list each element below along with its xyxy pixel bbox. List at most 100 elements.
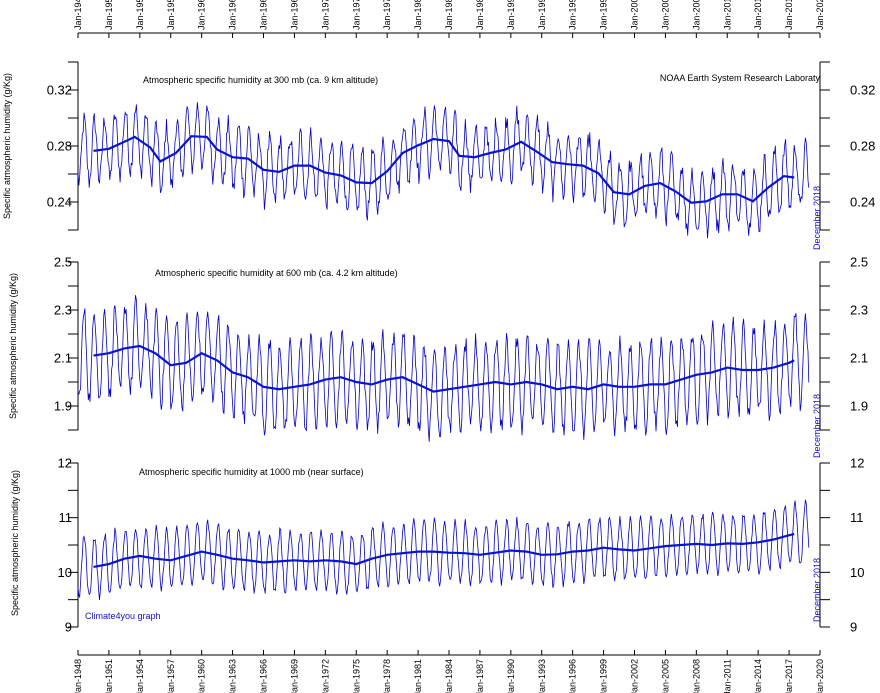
x-tick-label-bottom: Jan-2005 bbox=[660, 659, 670, 693]
x-tick-label-bottom: Jan-1990 bbox=[506, 659, 516, 693]
date-stamp-1000mb: December 2018 bbox=[812, 558, 822, 622]
x-tick-label-top: Jan-1975 bbox=[351, 0, 361, 30]
x-tick-label-bottom: Jan-1999 bbox=[599, 659, 609, 693]
y-tick-label-right: 9 bbox=[850, 620, 857, 635]
x-tick-label-bottom: Jan-1996 bbox=[568, 659, 578, 693]
x-tick-label-bottom: Jan-2017 bbox=[784, 659, 794, 693]
x-tick-label-top: Jan-1990 bbox=[506, 0, 516, 30]
y-tick-label-right: 2.1 bbox=[850, 351, 868, 366]
x-tick-label-bottom: Jan-1972 bbox=[320, 659, 330, 693]
y-tick-label-left: 10 bbox=[58, 565, 72, 580]
y-tick-label-left: 0.32 bbox=[47, 83, 72, 98]
x-tick-label-top: Jan-1954 bbox=[135, 0, 145, 30]
y-axis-right-300mb: 0.24 0.28 0.32 bbox=[819, 61, 875, 231]
x-tick-label-bottom: Jan-1960 bbox=[197, 659, 207, 693]
panel-title-300mb: Atmospheric specific humidity at 300 mb … bbox=[143, 75, 378, 85]
x-tick-label-bottom: Jan-1966 bbox=[259, 659, 269, 693]
x-tick-label-bottom: Jan-2011 bbox=[722, 659, 732, 693]
x-tick-label-bottom: Jan-1987 bbox=[475, 659, 485, 693]
x-tick-label-bottom: Jan-2020 bbox=[815, 659, 825, 693]
y-tick-label-right: 11 bbox=[850, 510, 864, 525]
x-tick-label-bottom: Jan-1969 bbox=[289, 659, 299, 693]
x-tick-label-bottom: Jan-1984 bbox=[444, 659, 454, 693]
x-tick-label-top: Jan-1966 bbox=[259, 0, 269, 30]
y-axis-label-600mb: Specific atmospheric humidity (g/Kg) bbox=[8, 273, 18, 419]
y-tick-label-right: 12 bbox=[850, 456, 864, 471]
x-tick-label-top: Jan-1984 bbox=[444, 0, 454, 30]
y-tick-label-right: 0.32 bbox=[850, 83, 875, 98]
y-tick-label-right: 0.24 bbox=[850, 195, 875, 210]
y-axis-label-300mb: Specific atmospheric humidity (g/Kg) bbox=[2, 73, 12, 219]
x-tick-label-top: Jan-2005 bbox=[660, 0, 670, 30]
y-axis-left-600mb: 1.9 2.1 2.3 2.5 bbox=[54, 255, 79, 431]
monthly-line-600mb bbox=[77, 295, 810, 442]
x-tick-label-bottom: Jan-1957 bbox=[166, 659, 176, 693]
running-average-line-1000mb bbox=[93, 533, 795, 568]
date-stamp-600mb: December 2018 bbox=[812, 394, 822, 458]
x-tick-label-top: Jan-1978 bbox=[382, 0, 392, 30]
x-tick-label-bottom: Jan-1978 bbox=[382, 659, 392, 693]
x-tick-label-bottom: Jan-1948 bbox=[73, 659, 83, 693]
x-tick-label-top: Jan-1969 bbox=[289, 0, 299, 30]
x-tick-label-top: Jan-1972 bbox=[320, 0, 330, 30]
y-axis-left-300mb: 0.24 0.28 0.32 bbox=[47, 61, 79, 231]
y-tick-label-left: 11 bbox=[59, 510, 73, 525]
monthly-line-1000mb bbox=[77, 499, 810, 601]
x-tick-label-top: Jan-1951 bbox=[104, 0, 114, 30]
y-tick-label-left: 12 bbox=[58, 456, 72, 471]
y-tick-label-right: 2.5 bbox=[850, 255, 868, 270]
source-label: NOAA Earth System Research Laboraty bbox=[660, 73, 821, 83]
running-average-line-600mb bbox=[93, 344, 795, 393]
panel-title-600mb: Atmospheric specific humidity at 600 mb … bbox=[155, 268, 398, 278]
y-tick-label-left: 0.24 bbox=[47, 195, 72, 210]
x-tick-label-top: Jan-1948 bbox=[73, 0, 83, 30]
y-tick-label-left: 1.9 bbox=[54, 399, 72, 414]
x-tick-label-top: Jan-2011 bbox=[722, 0, 732, 30]
x-tick-label-top: Jan-1987 bbox=[475, 0, 485, 30]
x-tick-label-bottom: Jan-2008 bbox=[691, 659, 701, 693]
y-tick-label-right: 2.3 bbox=[850, 303, 868, 318]
x-tick-label-top: Jan-1963 bbox=[228, 0, 238, 30]
x-tick-label-top: Jan-1996 bbox=[568, 0, 578, 30]
x-tick-label-bottom: Jan-1963 bbox=[228, 659, 238, 693]
panel-300mb: 0.24 0.28 0.32 0.24 0.28 0.32 Atmospheric sp… bbox=[2, 61, 875, 239]
panel-title-1000mb: Atmospheric specific humidity at 1000 mb… bbox=[139, 467, 364, 477]
x-tick-label-top: Jan-1981 bbox=[413, 0, 423, 30]
x-tick-label-top: Jan-2002 bbox=[630, 0, 640, 30]
y-axis-right-1000mb: 9 10 11 12 bbox=[819, 456, 864, 635]
x-tick-label-bottom: Jan-1975 bbox=[351, 659, 361, 693]
date-stamp-300mb: December 2018 bbox=[812, 186, 822, 250]
y-tick-label-left: 2.1 bbox=[54, 351, 72, 366]
x-tick-label-bottom: Jan-2002 bbox=[630, 659, 640, 693]
y-tick-label-right: 1.9 bbox=[850, 399, 868, 414]
x-tick-label-top: Jan-1957 bbox=[166, 0, 176, 30]
panel-1000mb: 9 10 11 12 9 10 11 12 Atmospheric specific hum… bbox=[10, 456, 864, 635]
y-axis-left-1000mb: 9 10 11 12 bbox=[58, 456, 79, 635]
x-ticks: Jan-1948 Jan-1948 Jan-1951 Jan-1951 Jan-1954… bbox=[73, 0, 825, 693]
x-tick-label-top: Jan-2017 bbox=[784, 0, 794, 30]
x-tick-label-bottom: Jan-2014 bbox=[753, 659, 763, 693]
x-tick-label-top: Jan-2014 bbox=[753, 0, 763, 30]
x-tick-label-bottom: Jan-1981 bbox=[413, 659, 423, 693]
y-tick-label-right: 10 bbox=[850, 565, 864, 580]
x-tick-label-top: Jan-1993 bbox=[537, 0, 547, 30]
x-tick-label-top: Jan-2008 bbox=[691, 0, 701, 30]
y-axis-right-600mb: 1.9 2.1 2.3 2.5 bbox=[819, 255, 868, 431]
y-axis-label-1000mb: Specific atmospheric humidity (g/Kg) bbox=[10, 470, 20, 616]
y-tick-label-right: 0.28 bbox=[850, 139, 875, 154]
x-tick-label-top: Jan-2020 bbox=[815, 0, 825, 30]
credit-label: Climate4you graph bbox=[85, 611, 161, 621]
y-tick-label-left: 2.5 bbox=[54, 255, 72, 270]
y-tick-label-left: 9 bbox=[65, 620, 72, 635]
y-tick-label-left: 2.3 bbox=[54, 303, 72, 318]
y-tick-label-left: 0.28 bbox=[47, 139, 72, 154]
x-tick-label-bottom: Jan-1954 bbox=[135, 659, 145, 693]
x-tick-label-bottom: Jan-1993 bbox=[537, 659, 547, 693]
x-tick-label-top: Jan-1960 bbox=[197, 0, 207, 30]
x-tick-label-top: Jan-1999 bbox=[599, 0, 609, 30]
running-average-line-300mb bbox=[93, 135, 795, 204]
x-tick-label-bottom: Jan-1951 bbox=[104, 659, 114, 693]
panel-600mb: 1.9 2.1 2.3 2.5 1.9 2.1 2.3 2.5 Atmospheric sp… bbox=[8, 255, 868, 442]
